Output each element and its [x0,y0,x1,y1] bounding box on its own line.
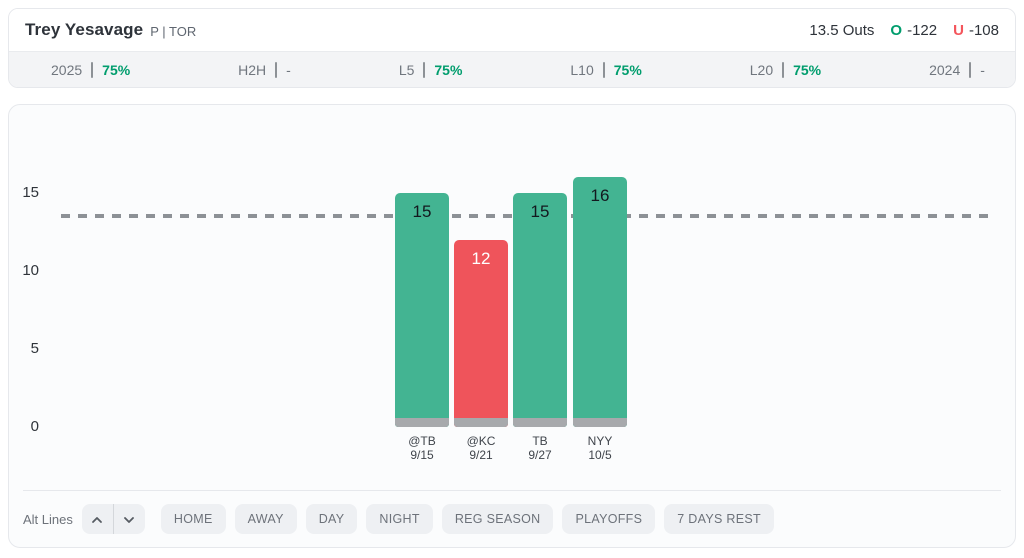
bar-base [395,418,449,427]
under-indicator: U [953,21,964,39]
chevron-down-icon [123,512,135,527]
over-indicator: O [890,21,903,39]
under-odds-value: -108 [968,21,999,39]
player-name: Trey Yesavage [25,20,144,39]
over-odds-value: -122 [907,21,938,39]
bar-value-label: 16 [590,186,610,206]
split-value: 75% [434,62,463,78]
game-bar: 16 [573,177,627,427]
under-odds: U -108 [953,22,999,39]
toolbar-divider [23,490,1001,491]
split-label: L10 [570,62,594,78]
bar-value-label: 15 [530,202,550,221]
filter-button-night[interactable]: NIGHT [366,504,433,534]
split-h2h[interactable]: H2H - [238,62,291,78]
prop-line-label: 13.5 Outs [809,21,875,39]
split-2025[interactable]: 2025 75% [51,62,130,78]
split-l5[interactable]: L5 75% [398,62,463,78]
player-position-team: P | TOR [150,23,197,39]
split-value: - [286,62,291,78]
alt-lines-label: Alt Lines [23,511,73,527]
split-l10[interactable]: L10 75% [570,62,642,78]
split-separator [423,62,426,78]
split-value: 75% [102,62,131,78]
game-date-label: 10/5 [588,448,612,462]
filter-button-home[interactable]: HOME [160,504,226,534]
game-bar: 15 [513,193,567,427]
alt-line-down-button[interactable] [114,504,145,534]
filter-button-away[interactable]: AWAY [234,504,297,534]
over-odds: O -122 [890,22,937,39]
splits-row: 2025 75% H2H - L5 75% L10 75% L20 75% 2024 - [9,52,1015,87]
bar-value-label: 12 [471,248,491,268]
opponent-label: NYY [587,434,613,448]
split-label: H2H [238,62,267,78]
stepper-divider [112,504,114,534]
odds-group: 13.5 Outs O -122 U -108 [809,22,999,39]
split-label: 2025 [51,62,83,78]
bar-value-label: 15 [412,202,432,221]
opponent-label: @KC [466,434,496,448]
y-axis-tick: 0 [30,418,39,435]
x-axis-label: NYY 10/5 [565,434,635,462]
chart-card: 0 5 10 15 15 @TB 9/15 12 @KC 9/21 15 TB 9/27 16 NYY 10/… [8,104,1016,548]
y-axis-tick: 5 [30,340,39,357]
split-separator [969,62,972,78]
filter-button-playoffs[interactable]: PLAYOFFS [562,504,656,534]
bar-chart: 0 5 10 15 15 @TB 9/15 12 @KC 9/21 15 TB 9/27 16 NYY 10/… [9,105,1015,490]
split-label: L5 [398,62,415,78]
split-separator [782,62,785,78]
split-separator [275,62,278,78]
opponent-label: @TB [408,434,436,448]
split-value: 75% [793,62,822,78]
y-axis-tick: 10 [22,262,39,279]
game-bar: 12 [454,239,508,427]
filter-button-7-days-rest[interactable]: 7 DAYS REST [664,504,774,534]
bar-base [454,417,508,427]
game-date-label: 9/27 [528,448,552,462]
alt-lines-stepper [81,504,145,534]
player-header-row: Trey Yesavage P | TOR 13.5 Outs O -122 U… [9,9,1015,52]
y-axis-tick: 15 [22,184,39,201]
split-label: 2024 [929,62,961,78]
x-axis-label: TB 9/27 [505,434,575,462]
split-2024[interactable]: 2024 - [929,62,985,78]
split-separator [91,62,94,78]
x-axis-label: @TB 9/15 [387,434,457,462]
opponent-label: TB [532,434,548,448]
alt-line-up-button[interactable] [82,504,113,534]
filter-button-reg-season[interactable]: REG SEASON [441,504,554,534]
chart-toolbar: Alt Lines HOME AWAY DAY NIGHT REG SEASON PLAY… [9,491,1015,547]
bar-base [573,417,627,427]
player-prop-card: Trey Yesavage P | TOR 13.5 Outs O -122 U… [8,8,1016,88]
split-label: L20 [749,62,774,78]
split-value: 75% [613,62,642,78]
game-bar: 15 [395,193,449,427]
filter-button-day[interactable]: DAY [305,504,358,534]
game-date-label: 9/21 [469,448,493,462]
bar-base [513,418,567,427]
split-separator [602,62,605,78]
chevron-up-icon [91,512,103,527]
split-value: - [980,62,985,78]
game-date-label: 9/15 [410,448,434,462]
x-axis-label: @KC 9/21 [446,434,516,462]
split-l20[interactable]: L20 75% [750,62,821,78]
filter-buttons: HOME AWAY DAY NIGHT REG SEASON PLAYOFFS 7 DAYS… [160,504,774,534]
